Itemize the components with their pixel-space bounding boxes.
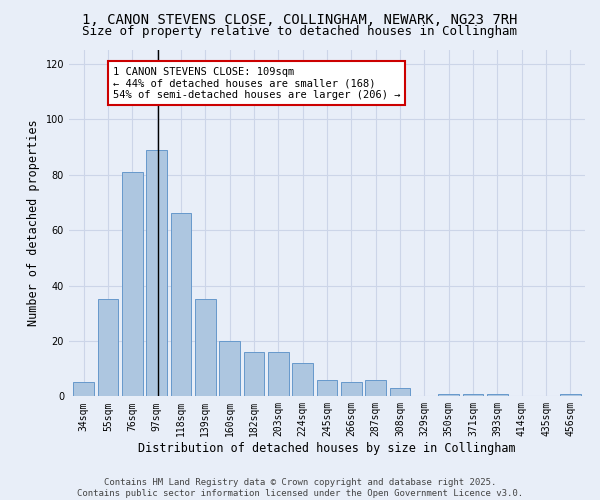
- Bar: [365, 380, 386, 396]
- Bar: [146, 150, 167, 396]
- Bar: [195, 300, 215, 396]
- Bar: [487, 394, 508, 396]
- Bar: [317, 380, 337, 396]
- X-axis label: Distribution of detached houses by size in Collingham: Distribution of detached houses by size …: [138, 442, 516, 455]
- Bar: [463, 394, 484, 396]
- Bar: [341, 382, 362, 396]
- Bar: [98, 300, 118, 396]
- Bar: [244, 352, 264, 397]
- Bar: [73, 382, 94, 396]
- Y-axis label: Number of detached properties: Number of detached properties: [27, 120, 40, 326]
- Bar: [268, 352, 289, 397]
- Bar: [292, 363, 313, 396]
- Bar: [560, 394, 581, 396]
- Bar: [122, 172, 143, 396]
- Bar: [389, 388, 410, 396]
- Text: 1 CANON STEVENS CLOSE: 109sqm
← 44% of detached houses are smaller (168)
54% of : 1 CANON STEVENS CLOSE: 109sqm ← 44% of d…: [113, 66, 400, 100]
- Bar: [219, 341, 240, 396]
- Text: Size of property relative to detached houses in Collingham: Size of property relative to detached ho…: [83, 25, 517, 38]
- Text: Contains HM Land Registry data © Crown copyright and database right 2025.
Contai: Contains HM Land Registry data © Crown c…: [77, 478, 523, 498]
- Bar: [170, 214, 191, 396]
- Bar: [439, 394, 459, 396]
- Text: 1, CANON STEVENS CLOSE, COLLINGHAM, NEWARK, NG23 7RH: 1, CANON STEVENS CLOSE, COLLINGHAM, NEWA…: [82, 12, 518, 26]
